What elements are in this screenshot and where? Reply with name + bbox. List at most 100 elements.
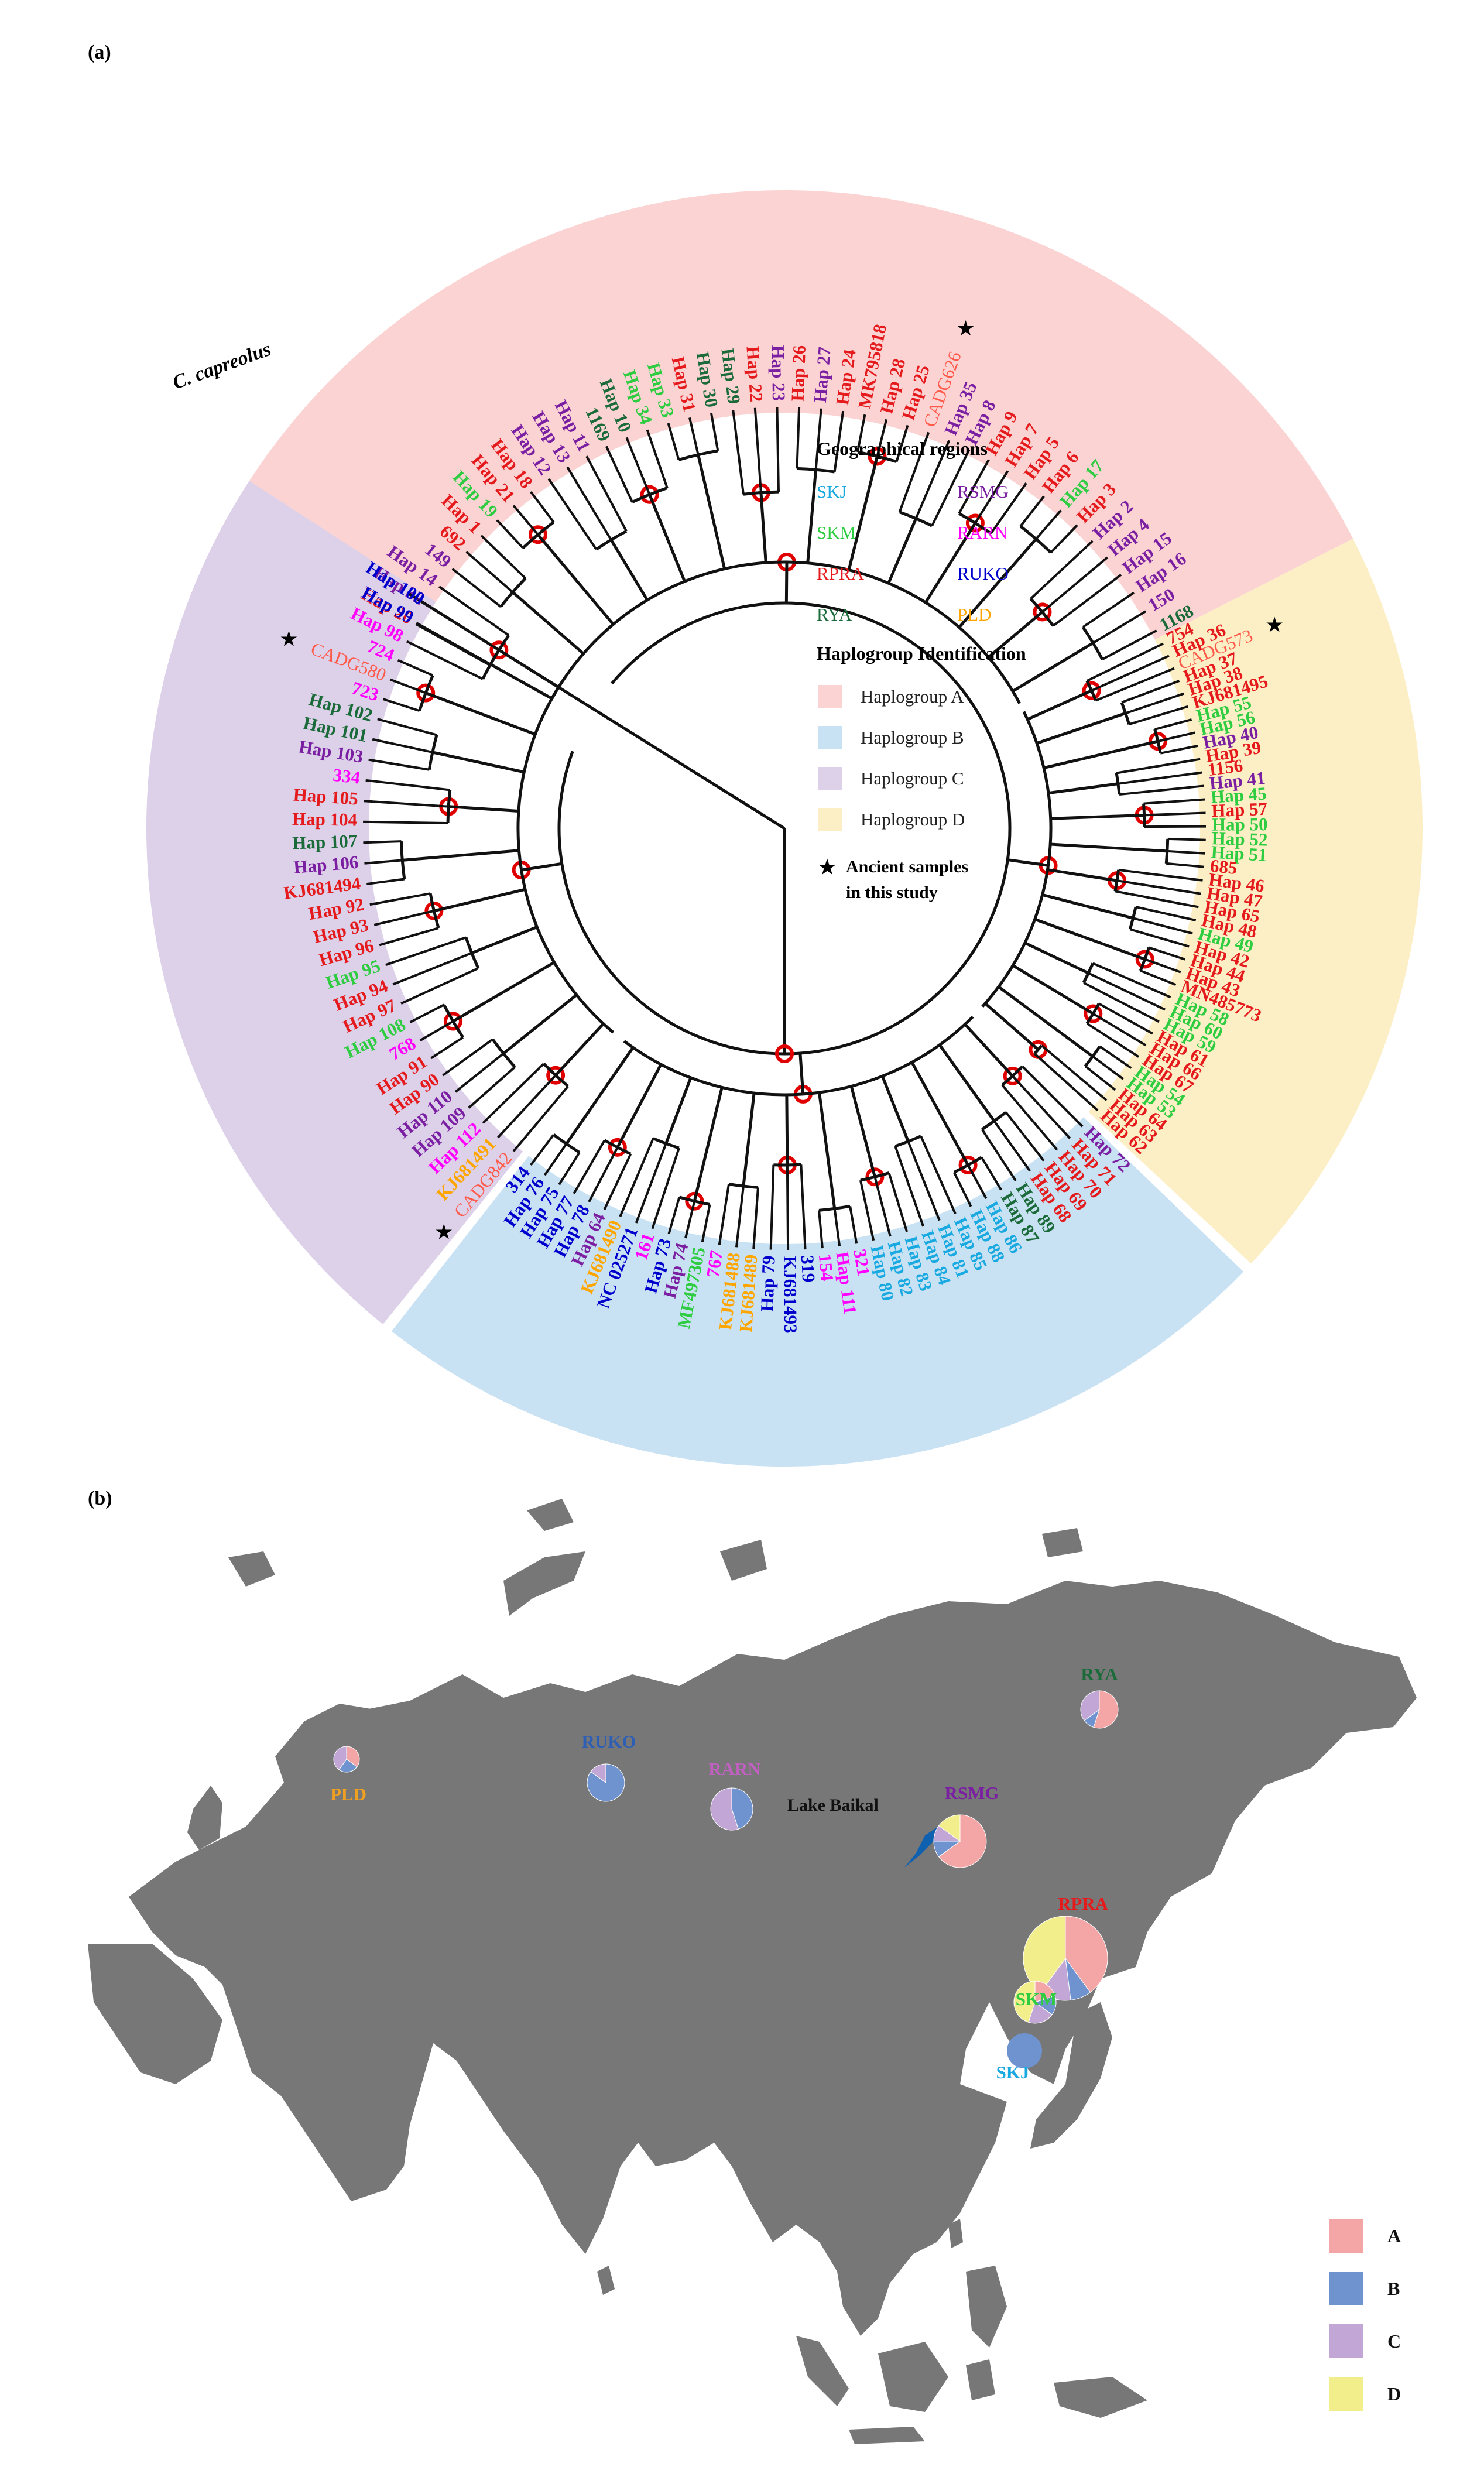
tree-branch-subgroup [958,538,1037,629]
tip-label: Hap 27 [810,346,835,403]
bootstrap-node-marker [424,901,444,920]
tree-branch-subgroup-arc [418,674,434,711]
tree-branch-subgroup [887,518,917,584]
tree-branch-tip [1098,1002,1153,1035]
map-legend-swatch [1329,2219,1363,2253]
tree-branch-subgroup [697,454,726,570]
pie-rya [1080,1690,1119,1729]
haplogroup-legend-label: Haplogroup C [861,768,964,789]
pie-slice [333,1746,347,1770]
tip-label: Hap 105 [293,784,359,809]
pie-rarn [710,1787,753,1831]
tree-branch-subgroup [998,985,1094,1058]
map-island-borneo [878,2342,948,2412]
tree-branch-tip [1154,718,1192,731]
tree-branch-subgroup [1024,941,1089,975]
tree-branch-tip [894,1146,925,1227]
map-island-severnaya [720,1540,767,1581]
tree-branch-tip [952,1171,972,1207]
tree-branch-tip [543,1143,568,1176]
tree-branch-tip [363,820,448,825]
tree-branch-subgroup-arc [1128,906,1137,930]
tree-branch-tip [1166,862,1205,868]
tree-branch-tip [1129,705,1188,726]
haplogroup-arcs [146,190,1423,1467]
tree-branch-tip [800,1164,807,1250]
pie-slice [346,1746,360,1767]
tree-branch-tip [573,1139,606,1194]
pie-slice [590,1763,606,1783]
tree-branch-tip [859,1180,875,1241]
haplogroup-legend-swatch [818,767,842,790]
tree-branch-tip [1125,692,1184,715]
tree-branch-subgroup [1034,917,1146,961]
tree-branch-subgroup-arc [464,937,480,969]
tree-branch-tip [907,1140,941,1221]
tree-branch-tip [1118,771,1202,785]
tree-branch-tip [558,1152,581,1186]
tree-branch-subgroup [1047,868,1118,882]
site-label-skj: SKJ [996,2062,1030,2082]
bootstrap-node-marker [1148,732,1167,751]
tree-branch-subgroup [1043,739,1159,770]
tree-branch-subgroup-arc [652,1137,680,1150]
tree-branch-tip [1160,744,1198,755]
pie-slice [1093,1690,1119,1729]
tree-branch-subgroup-arc [1084,1045,1101,1067]
bootstrap-node-marker [489,640,509,660]
tree-legend: Geographical regions SKJ RSMG SKM RARN RPRA R… [817,438,1026,902]
ancient-sample-star-icon: ★ [1265,614,1284,637]
tree-branch-tip [856,414,866,453]
region-legend-entry: SKM [817,522,856,543]
map-landmass-africa [88,1944,222,2084]
tree-branch-subgroup-arc [1019,525,1052,554]
tree-branch-tip [625,437,651,495]
tree-branch-subgroup-arc [953,1156,983,1174]
eurasia-map [88,1499,1417,2444]
bootstrap-node-marker [640,485,659,504]
phylogenetic-tree [363,407,1207,1250]
tree-branch-subgroup [433,888,526,913]
map-island-java [849,2427,925,2444]
tree-branch-subgroup [648,494,686,583]
tree-branch-subgroup [1050,842,1167,853]
ancient-sample-star-icon: ★ [434,1221,453,1244]
clade-arc-haplogroup-a [221,190,1353,640]
pie-skm [1013,1981,1057,2024]
tree-branch-tip [1129,928,1190,948]
tree-branch-tip [482,1063,545,1124]
tree-branch-tip [442,1038,493,1077]
tree-branch-tip [385,936,467,967]
tree-branch-tip [1144,958,1181,974]
region-legend-entry: RPRA [817,563,865,584]
tree-branch-tip [619,1138,654,1217]
tree-branch-subgroup [609,539,649,601]
tree-branch-tip [776,407,780,492]
tree-branch-tip [635,1143,667,1224]
tree-branch-tip [898,431,930,513]
tree-branch-clade-stem [1007,858,1048,867]
pie-slice [938,1814,961,1842]
haplogroup-legend: Haplogroup A Haplogroup B Haplogroup C Hapl… [818,685,965,831]
pie-pld [333,1746,360,1773]
bootstrap-node-marker [868,447,887,466]
pie-rsmg [933,1814,987,1868]
tree-branch-tip [1095,667,1175,702]
ancient-star-icon: ★ [817,855,837,880]
tree-branch-tip [667,423,680,460]
bootstrap-node-marker [1135,950,1154,969]
haplogroup-legend-swatch [818,808,842,831]
tree-branch-tip [1140,969,1177,986]
region-legend-entry: RSMG [957,481,1009,502]
tree-branch-tip [1119,784,1204,796]
map-legend-swatch [1329,2324,1363,2358]
tree-branch-tip [958,459,990,515]
tree-branch-tip [547,478,598,550]
tree-branch-tip [1116,758,1201,775]
tree-branch-tip [786,1164,790,1250]
region-legend-entry: SKJ [817,481,847,502]
tree-branch-tip [438,585,510,636]
tree-branch-subgroup [425,691,536,736]
haplogroup-legend-label: Haplogroup B [861,727,964,748]
tip-label: 685 [1209,855,1239,878]
